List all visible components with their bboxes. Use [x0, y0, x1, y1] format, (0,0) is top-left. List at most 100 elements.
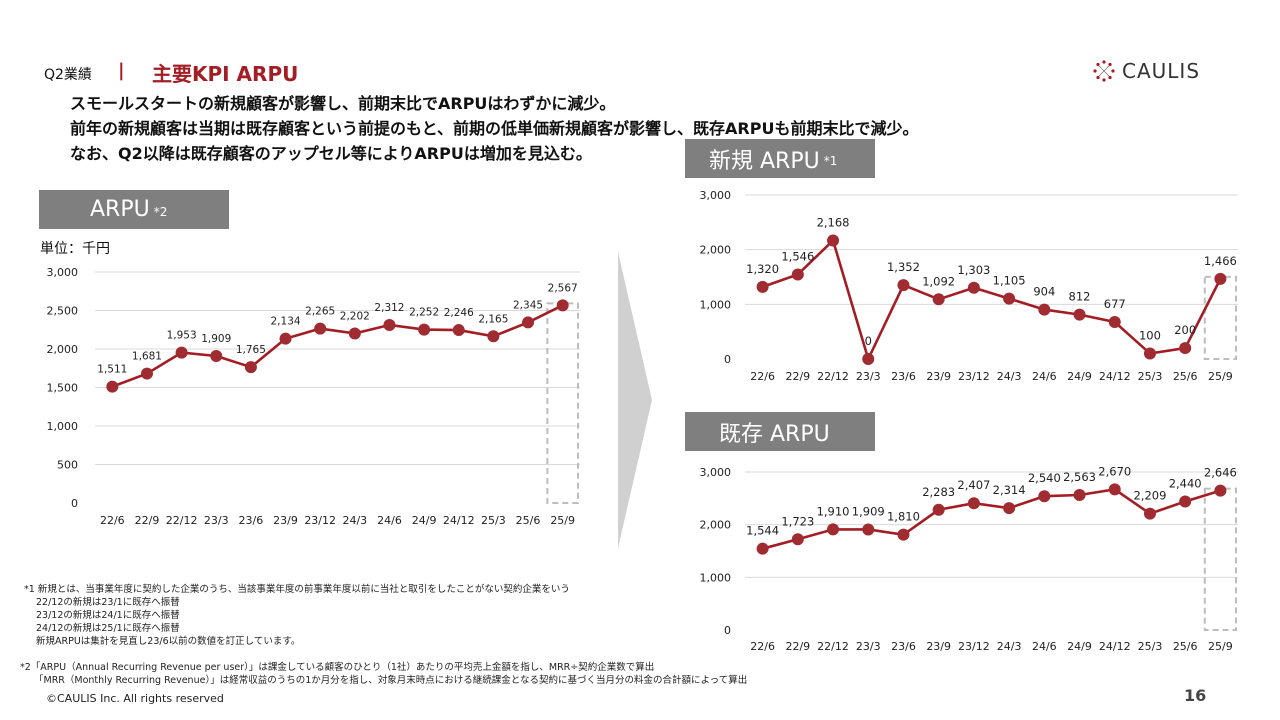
data-point	[314, 322, 327, 335]
data-point	[897, 279, 910, 292]
x-tick-label: 25/6	[1173, 370, 1198, 383]
data-label: 100	[1139, 329, 1161, 343]
note-1-line-4: 24/12の新規は25/1に既存へ振替	[36, 623, 180, 634]
data-label: 2,265	[305, 306, 335, 318]
y-tick-label: 3,000	[700, 466, 732, 479]
x-tick-label: 23/12	[958, 370, 990, 383]
x-tick-label: 24/6	[1032, 640, 1057, 653]
data-label: 2,168	[817, 215, 850, 229]
x-tick-label: 23/3	[204, 514, 229, 527]
x-tick-label: 25/9	[1208, 640, 1233, 653]
x-tick-label: 24/6	[377, 514, 402, 527]
data-point	[1179, 495, 1192, 508]
arpu-tag-label: ARPU	[90, 197, 150, 222]
data-point	[1214, 484, 1227, 497]
data-label: 1,723	[781, 514, 814, 528]
data-label: 904	[1033, 285, 1055, 299]
highlight-box	[1203, 487, 1238, 632]
data-point	[791, 533, 804, 546]
data-label: 1,320	[746, 262, 779, 276]
y-tick-label: 1,000	[700, 298, 732, 311]
y-tick-label: 0	[71, 497, 78, 510]
data-point	[383, 318, 396, 331]
data-point	[418, 323, 431, 336]
data-label: 1,953	[167, 330, 197, 342]
x-tick-label: 23/12	[958, 640, 990, 653]
data-point	[348, 327, 361, 340]
data-point	[967, 281, 980, 294]
y-tick-label: 2,000	[700, 519, 732, 532]
y-tick-label: 500	[57, 459, 78, 472]
new-arpu-tag: 新規 ARPU *1	[685, 139, 875, 178]
x-tick-label: 24/9	[1067, 370, 1092, 383]
existing-arpu-tag: 既存 ARPU	[685, 412, 875, 451]
y-tick-label: 0	[724, 624, 731, 637]
x-tick-label: 25/9	[550, 514, 575, 527]
x-tick-label: 24/9	[412, 514, 437, 527]
x-tick-label: 22/12	[166, 514, 198, 527]
existing-arpu-chart: 0 1,000 2,000 3,000 1,544 22/6 1,723 22/9 1,910 2…	[700, 464, 1238, 653]
y-tick-label: 2,000	[47, 343, 79, 356]
data-label: 1,765	[236, 344, 266, 356]
data-point	[1038, 303, 1051, 316]
y-tick-label: 1,500	[47, 382, 79, 395]
data-point	[1038, 490, 1051, 503]
y-tick-label: 2,000	[700, 244, 732, 257]
data-point	[1143, 507, 1156, 520]
note-2: *2「ARPU（Annual Recurring Revenue per use…	[20, 662, 655, 673]
company-logo: CAULIS	[1092, 56, 1242, 86]
page-title: 主要KPI ARPU	[152, 62, 299, 86]
arpu-tag: ARPU *2	[39, 190, 229, 229]
x-tick-label: 23/9	[273, 514, 298, 527]
y-tick-label: 1,000	[700, 571, 732, 584]
data-label: 812	[1069, 290, 1091, 304]
x-tick-label: 23/3	[856, 370, 881, 383]
series-line	[762, 238, 1222, 363]
y-tick-label: 1,000	[47, 420, 79, 433]
data-label: 2,563	[1063, 470, 1096, 484]
new-arpu-tag-label: 新規 ARPU	[709, 148, 820, 174]
data-label: 1,303	[957, 263, 990, 277]
caulis-logo-icon	[1093, 60, 1115, 82]
y-tick-label: 0	[724, 353, 731, 366]
data-label: 2,202	[340, 310, 370, 322]
x-tick-label: 24/3	[342, 514, 367, 527]
new-arpu-tag-note: *1	[823, 153, 838, 168]
highlight-box	[546, 302, 579, 504]
data-label: 2,312	[374, 302, 404, 314]
data-label: 1,681	[132, 351, 162, 363]
data-label: 1,909	[201, 333, 231, 345]
data-point	[106, 380, 119, 393]
data-label: 1,544	[746, 524, 779, 538]
x-tick-label: 23/6	[239, 514, 264, 527]
x-tick-label: 24/12	[443, 514, 475, 527]
x-tick-label: 22/9	[785, 370, 810, 383]
data-label: 2,252	[409, 307, 439, 319]
data-point	[244, 361, 257, 374]
y-tick-label: 3,000	[47, 266, 79, 279]
page-number: 16	[1184, 686, 1207, 705]
data-point	[1003, 502, 1016, 515]
data-point	[487, 330, 500, 343]
data-label: 1,810	[887, 510, 920, 524]
existing-arpu-tag-label: 既存 ARPU	[719, 421, 830, 447]
x-tick-label: 25/3	[481, 514, 506, 527]
x-tick-label: 22/12	[817, 640, 849, 653]
x-tick-label: 23/12	[304, 514, 336, 527]
x-tick-label: 25/3	[1138, 370, 1163, 383]
highlight-box	[1203, 275, 1238, 361]
data-label: 2,646	[1204, 466, 1237, 480]
data-point	[862, 523, 875, 536]
note-1-line-5: 新規ARPUは集計を見直し23/6以前の数値を訂正しています。	[36, 636, 301, 647]
data-label: 2,540	[1028, 471, 1061, 485]
breadcrumb: Q2業績	[44, 67, 92, 83]
data-point	[827, 523, 840, 536]
x-tick-label: 22/9	[135, 514, 160, 527]
x-tick-label: 25/3	[1138, 640, 1163, 653]
x-tick-label: 23/6	[891, 370, 916, 383]
new-arpu-chart: 0 1,000 2,000 3,000 1,320 22/6 1,546 22/9 2,168 2…	[700, 189, 1238, 383]
data-point	[140, 367, 153, 380]
data-label: 2,440	[1169, 476, 1202, 490]
data-point	[932, 293, 945, 306]
